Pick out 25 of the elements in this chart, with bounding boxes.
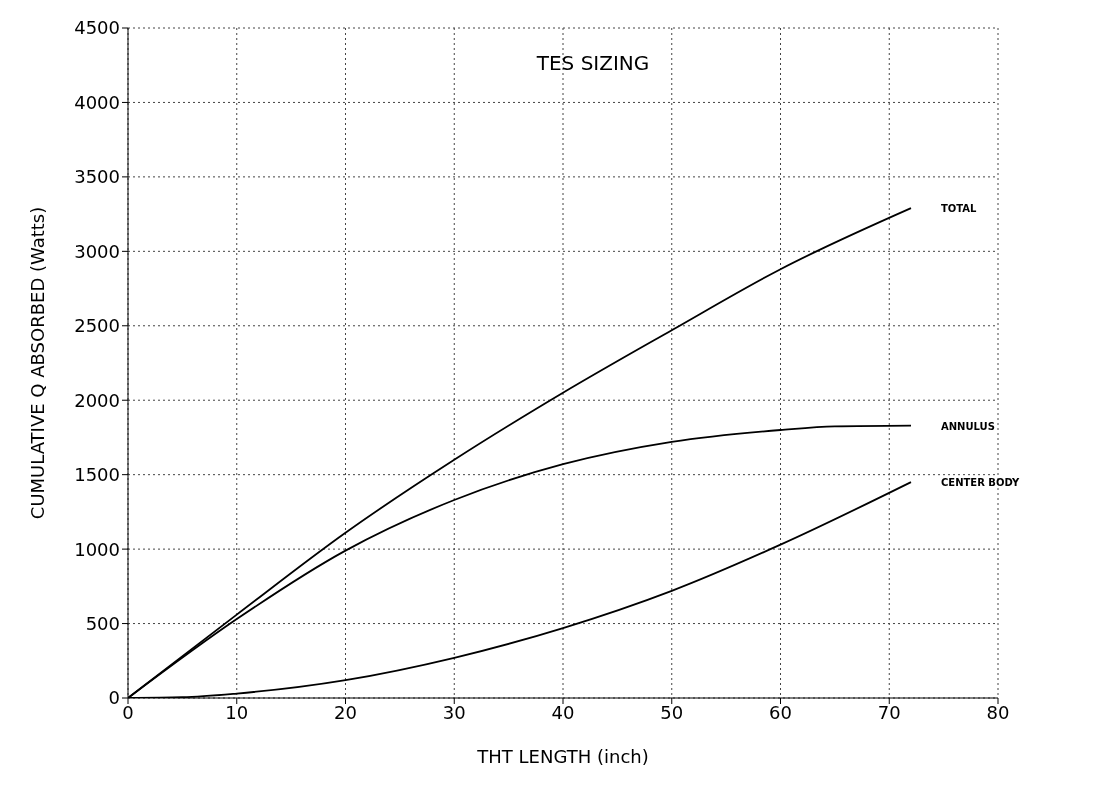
x-tick-label: 40 — [551, 701, 575, 723]
text: CENTER BODY — [941, 477, 1021, 489]
x-tick-label: 50 — [660, 701, 684, 723]
x-tick-label: 80 — [986, 701, 1010, 723]
y-tick-label: 1000 — [74, 538, 120, 560]
x-tick-label: 70 — [877, 701, 901, 723]
y-tick-label: 4500 — [74, 17, 120, 39]
x-axis-title: THT LENGTH (inch) — [476, 746, 649, 767]
y-tick-label: 2500 — [74, 315, 120, 337]
y-tick-label: 1500 — [74, 464, 120, 486]
x-tick-label: 20 — [334, 701, 357, 723]
text: TOTAL — [941, 203, 978, 215]
y-axis-title: CUMULATIVE Q ABSORBED (Watts) — [27, 206, 49, 520]
y-tick-label: 3000 — [74, 240, 120, 262]
x-tick-label: 60 — [769, 701, 792, 723]
text: TES SIZING — [535, 51, 650, 75]
x-tick-label: 10 — [225, 701, 249, 723]
x-tick-label: 0 — [122, 701, 134, 723]
y-tick-label: 4000 — [74, 91, 120, 113]
y-tick-label: 500 — [85, 612, 120, 634]
text: ANNULUS — [941, 420, 995, 432]
y-tick-label: 0 — [108, 687, 120, 709]
y-tick-label: 2000 — [74, 389, 120, 411]
x-tick-label: 30 — [442, 701, 466, 723]
y-tick-label: 3500 — [74, 166, 120, 188]
